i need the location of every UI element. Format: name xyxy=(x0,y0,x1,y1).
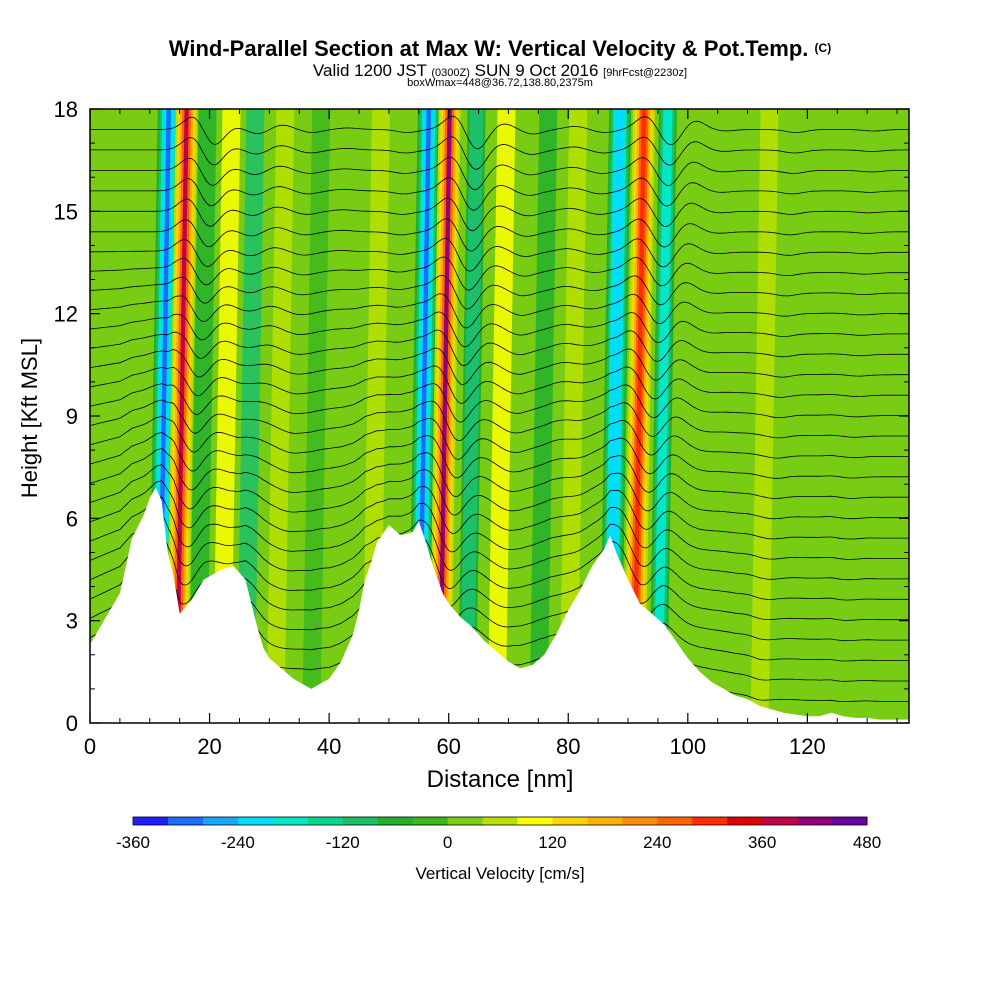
colorbar-frame xyxy=(132,816,868,826)
colorbar-tick-label: 0 xyxy=(443,833,452,852)
colorbar-tick-label: 240 xyxy=(643,833,671,852)
theta-contour xyxy=(90,197,909,232)
x-axis-label: Distance [nm] xyxy=(426,766,574,793)
terrain-shape xyxy=(90,487,909,723)
chart-title-text: Wind-Parallel Section at Max W: Vertical… xyxy=(168,36,809,61)
colorbar-title: Vertical Velocity [cm/s] xyxy=(415,864,585,883)
subtitle-valid: Valid 1200 JST xyxy=(312,61,427,80)
velocity-band xyxy=(437,109,452,723)
theta-contour xyxy=(90,431,909,479)
y-tick-label: 18 xyxy=(54,97,78,122)
colorbar-swatch xyxy=(692,817,728,825)
colorbar-tick-label: -360 xyxy=(116,833,150,852)
velocity-band xyxy=(487,109,516,723)
colorbar-swatch xyxy=(412,817,449,825)
terrain xyxy=(90,487,909,723)
theta-contour xyxy=(90,365,909,404)
theta-contour xyxy=(90,399,909,441)
colorbar-swatch xyxy=(762,817,798,825)
velocity-band xyxy=(266,109,295,723)
colorbar-tick-label: 480 xyxy=(853,833,881,852)
colorbar-swatch xyxy=(657,817,693,825)
colorbar-swatch xyxy=(272,817,309,825)
y-tick-label: 0 xyxy=(66,711,78,736)
theta-contour xyxy=(90,447,909,500)
chart-title-mark: (C) xyxy=(814,41,832,55)
theta-contour xyxy=(90,464,909,520)
velocity-band xyxy=(631,109,647,723)
theta-contour xyxy=(90,177,909,211)
y-tick-label: 3 xyxy=(66,609,78,634)
theta-contour xyxy=(90,136,909,170)
x-tick-label: 0 xyxy=(84,734,96,759)
velocity-band xyxy=(188,109,217,723)
theta-contour xyxy=(90,256,909,291)
colorbar-swatch xyxy=(447,817,484,825)
chart-note: boxWmax=448@36.72,138.80,2375m xyxy=(407,77,593,89)
theta-contour xyxy=(90,329,909,367)
colorbar-tick-label: -240 xyxy=(221,833,255,852)
colorbar-tick-label: 360 xyxy=(748,833,776,852)
theta-contour xyxy=(90,311,909,348)
velocity-band xyxy=(559,109,588,723)
colorbar-tick-label: -120 xyxy=(326,833,360,852)
colorbar-swatch xyxy=(797,817,833,825)
velocity-band xyxy=(678,109,707,723)
colorbar-swatch xyxy=(133,817,169,825)
velocity-band xyxy=(653,109,673,723)
theta-contour xyxy=(90,218,909,252)
subtitle-utc: (0300Z) xyxy=(431,67,470,79)
colorbar-swatch xyxy=(342,817,379,825)
colorbar-tick-label: 120 xyxy=(538,833,566,852)
theta-contour xyxy=(90,496,909,560)
x-tick-label: 40 xyxy=(317,734,341,759)
x-tick-label: 100 xyxy=(669,734,706,759)
theta-contour xyxy=(90,383,909,423)
chart-title: Wind-Parallel Section at Max W: Vertical… xyxy=(0,36,1000,62)
colorbar: -360 -240 -120 0 120 240 360 480 xyxy=(116,816,881,852)
theta-contour xyxy=(90,513,909,581)
subtitle-forecast: [9hrFcst@2230z] xyxy=(603,67,688,79)
axes: 0 20 40 60 80 100 120 0 3 6 9 12 15 18 xyxy=(54,97,909,759)
theta-contour xyxy=(90,347,909,385)
colorbar-swatch xyxy=(377,817,414,825)
velocity-band xyxy=(529,109,558,723)
velocity-band xyxy=(236,109,265,723)
colorbar-swatch xyxy=(587,817,623,825)
theta-contour xyxy=(90,480,909,540)
y-tick-label: 15 xyxy=(54,199,78,224)
x-tick-label: 120 xyxy=(789,734,826,759)
theta-contour xyxy=(90,237,909,272)
velocity-band xyxy=(750,109,779,723)
colorbar-swatch xyxy=(727,817,763,825)
theta-contour xyxy=(90,156,909,191)
y-tick-label: 9 xyxy=(66,404,78,429)
colorbar-swatch xyxy=(552,817,588,825)
colorbar-swatch xyxy=(517,817,553,825)
colorbar-swatch xyxy=(832,817,868,825)
velocity-band xyxy=(459,109,484,723)
theta-contour xyxy=(90,115,909,150)
theta-contour xyxy=(90,293,909,329)
x-tick-label: 80 xyxy=(556,734,580,759)
theta-contour xyxy=(90,415,909,460)
y-tick-label: 12 xyxy=(54,302,78,327)
colorbar-swatch xyxy=(482,817,518,825)
theta-contour xyxy=(90,529,909,601)
chart-subtitle: Valid 1200 JST (0300Z) SUN 9 Oct 2016 [9… xyxy=(0,61,1000,81)
x-tick-label: 60 xyxy=(436,734,460,759)
subtitle-date: SUN 9 Oct 2016 xyxy=(474,61,599,80)
velocity-band xyxy=(212,109,241,723)
colorbar-swatch xyxy=(307,817,344,825)
x-tick-label: 20 xyxy=(197,734,221,759)
colorbar-swatch xyxy=(202,817,239,825)
colorbar-swatch xyxy=(237,817,274,825)
y-tick-label: 6 xyxy=(66,506,78,531)
velocity-band xyxy=(302,109,331,723)
colorbar-swatch xyxy=(622,817,658,825)
theta-contour xyxy=(90,274,909,310)
colorbar-swatch xyxy=(167,817,204,825)
